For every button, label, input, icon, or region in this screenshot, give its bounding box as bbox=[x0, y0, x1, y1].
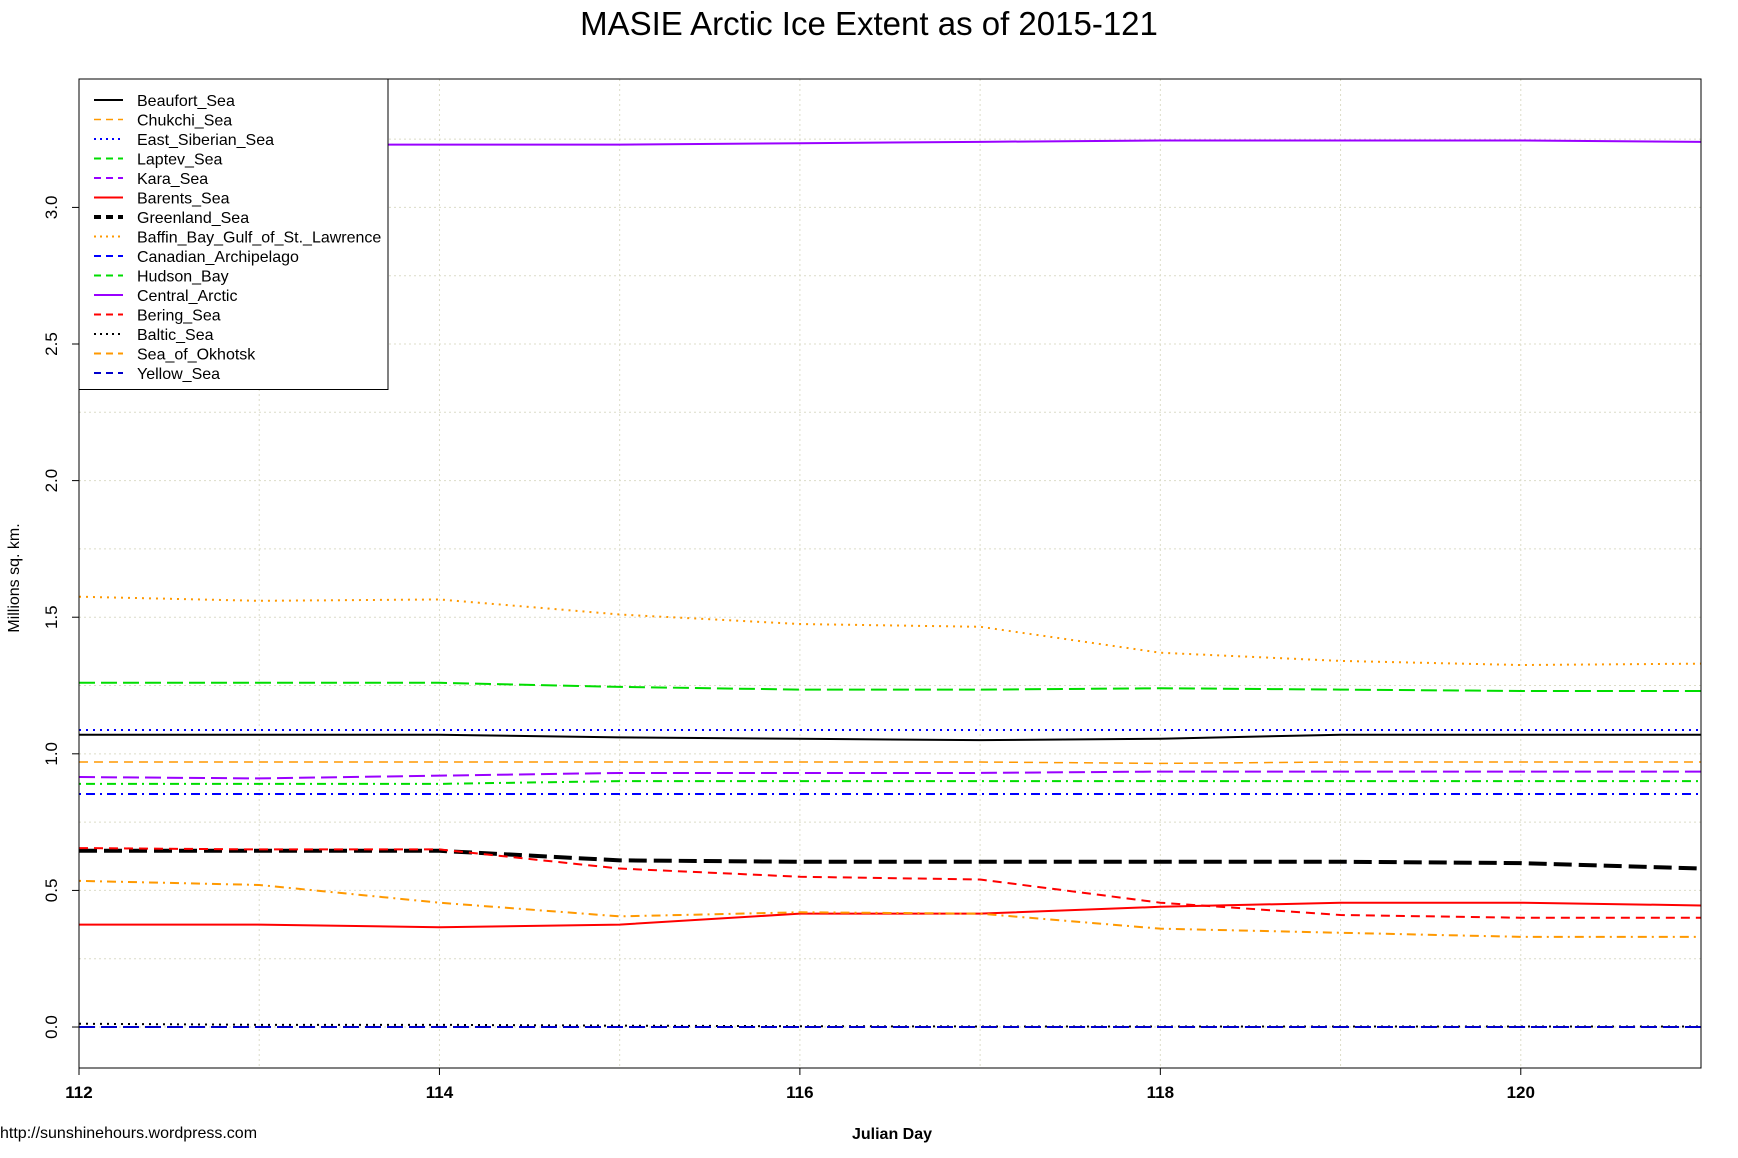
legend-label: Bering_Sea bbox=[137, 308, 221, 325]
y-tick-label: 1.5 bbox=[42, 605, 61, 629]
y-tick-label: 1.0 bbox=[42, 742, 61, 766]
legend-box bbox=[78, 78, 389, 390]
x-axis-ticks: 112 114 116 118 120 bbox=[65, 1068, 1535, 1102]
legend-label: Barents_Sea bbox=[137, 191, 230, 208]
credit-url[interactable]: http://sunshinehours.wordpress.com bbox=[0, 1125, 257, 1142]
legend: Beaufort_Sea Chukchi_Sea East_Siberian_Sea… bbox=[78, 78, 389, 390]
legend-label: Yellow_Sea bbox=[137, 366, 220, 383]
legend-label: Laptev_Sea bbox=[137, 152, 223, 169]
series-line-baffin-bay-gulf-of-st-lawrence bbox=[78, 595, 1702, 667]
legend-label: Hudson_Bay bbox=[137, 269, 229, 286]
plot-frame bbox=[78, 78, 1702, 1069]
x-tick-label: 120 bbox=[1507, 1083, 1535, 1102]
legend-label: Canadian_Archipelago bbox=[137, 249, 299, 266]
x-tick-label: 114 bbox=[426, 1083, 454, 1102]
series-line-laptev-sea bbox=[79, 780, 1701, 785]
series-line-beaufort-sea bbox=[79, 733, 1701, 742]
y-axis-ticks: 0.0 0.5 1.0 1.5 2.0 2.5 3.0 bbox=[42, 196, 79, 1039]
x-tick-label: 116 bbox=[786, 1083, 813, 1102]
y-tick-label: 0.5 bbox=[42, 879, 61, 903]
series-line-chukchi-sea bbox=[79, 761, 1701, 765]
legend-label: Central_Arctic bbox=[137, 288, 237, 305]
series-line-greenland-sea bbox=[79, 848, 1702, 871]
x-axis-label: Julian Day bbox=[852, 1126, 932, 1143]
series-line-barents-sea bbox=[79, 901, 1702, 929]
legend-label: Sea_of_Okhotsk bbox=[137, 347, 256, 364]
legend-label: Baffin_Bay_Gulf_of_St._Lawrence bbox=[137, 230, 381, 247]
y-tick-label: 2.5 bbox=[42, 332, 61, 356]
legend-label: Baltic_Sea bbox=[137, 327, 214, 344]
y-tick-label: 2.0 bbox=[42, 469, 61, 493]
legend-label: Greenland_Sea bbox=[137, 210, 249, 227]
series-line-hudson-bay bbox=[79, 681, 1701, 692]
series-line-sea-of-okhotsk bbox=[78, 879, 1701, 938]
legend-label: Chukchi_Sea bbox=[137, 113, 232, 130]
series-lines bbox=[78, 139, 1702, 1029]
legend-label: Beaufort_Sea bbox=[137, 93, 235, 110]
y-tick-label: 0.0 bbox=[42, 1015, 61, 1039]
y-tick-label: 3.0 bbox=[42, 196, 61, 220]
chart-title: MASIE Arctic Ice Extent as of 2015-121 bbox=[580, 5, 1158, 42]
legend-label: Kara_Sea bbox=[137, 171, 208, 188]
series-line-kara-sea bbox=[78, 770, 1701, 780]
legend-label: East_Siberian_Sea bbox=[137, 132, 274, 149]
x-tick-label: 112 bbox=[65, 1083, 92, 1102]
x-tick-label: 118 bbox=[1147, 1083, 1174, 1102]
series-line-bering-sea bbox=[78, 847, 1701, 919]
y-axis-label: Millions sq. km. bbox=[6, 523, 23, 632]
